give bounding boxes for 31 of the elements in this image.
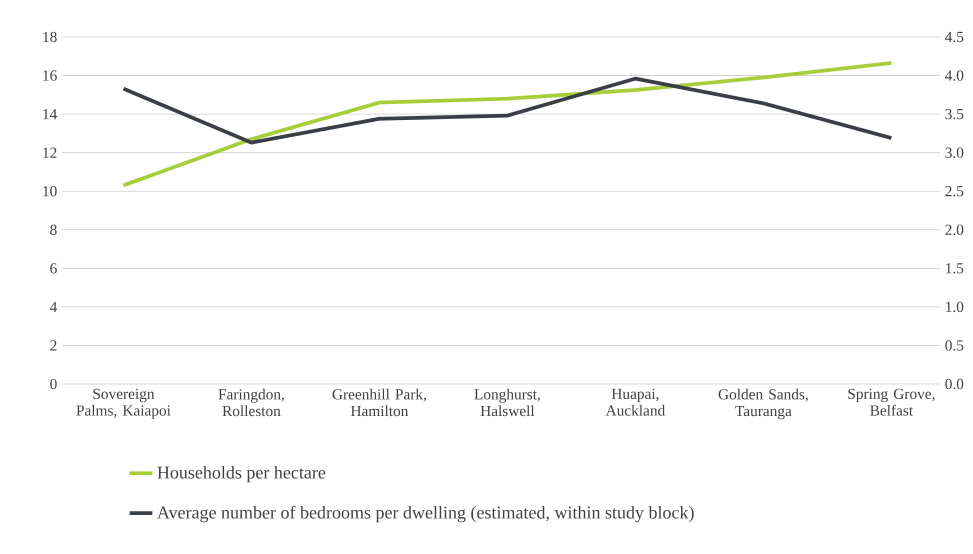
legend-label: Households per hectare (157, 466, 326, 482)
y-tick-label: 14 (43, 109, 58, 120)
x-tick-label: Sovereign Palms, Kaiapoi (76, 388, 171, 419)
x-tick-label: Greenhill Park, Hamilton (332, 388, 426, 416)
y2-tick-label: 3.0 (945, 147, 964, 158)
x-tick-label: Golden Sands, Tauranga (718, 388, 808, 420)
x-tick-label: Spring Grove, Belfast (848, 388, 934, 416)
legend-label: Average number of bedrooms per dwelling (estimated, within study block) (157, 506, 694, 522)
y2-tick-label: 2.5 (945, 186, 964, 196)
line-series (122, 61, 894, 188)
y-tick-label: 12 (43, 148, 56, 158)
y-tick-label: 0 (50, 378, 57, 390)
x-tick-label: Faringdon, Rolleston (218, 388, 284, 416)
y2-tick-label: 4.5 (945, 32, 964, 42)
y2-tick-label: 1.5 (946, 263, 964, 274)
y2-tick-label: 3.5 (945, 108, 964, 120)
x-tick-label: Huapai, Auckland (606, 388, 666, 416)
line-series (122, 76, 894, 145)
x-tick-label: Longhurst, Halswell (474, 388, 540, 416)
y-tick-label: 4 (50, 302, 58, 312)
y-tick-label: 8 (50, 224, 57, 235)
y2-tick-label: 4.0 (945, 70, 964, 81)
y2-tick-label: 1.0 (946, 302, 964, 312)
y-tick-label: 16 (43, 70, 57, 81)
y2-tick-label: 0.0 (945, 378, 964, 390)
y-tick-label: 6 (50, 263, 57, 274)
y2-tick-label: 2.0 (945, 224, 964, 235)
y-tick-label: 2 (50, 340, 56, 351)
y2-tick-label: 0.5 (945, 340, 964, 351)
y-tick-label: 18 (43, 32, 57, 42)
y-tick-label: 10 (43, 186, 57, 196)
